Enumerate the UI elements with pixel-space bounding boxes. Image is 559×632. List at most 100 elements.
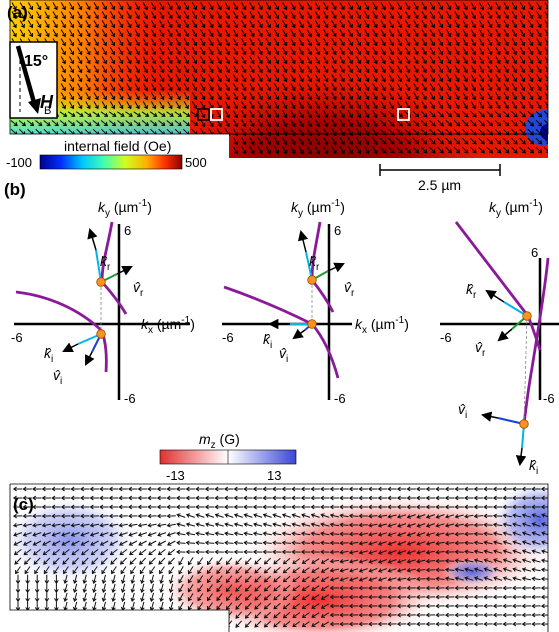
field-arrow-a [133,120,141,127]
field-arrow-c [358,531,368,537]
field-arrow-c [492,495,503,501]
field-arrow-c [243,504,253,510]
field-arrow-a [413,11,419,20]
field-arrow-a [396,137,403,145]
field-arrow-a [355,110,362,119]
field-arrow-a [265,65,271,74]
field-arrow-a [150,2,157,11]
field-arrow-a [478,83,485,92]
field-arrow-a [314,65,321,74]
field-arrow-a [101,11,107,20]
field-arrow-a [101,83,107,92]
field-arrow-c [281,549,292,555]
field-arrow-a [142,38,148,47]
field-arrow-c [92,574,97,584]
field-arrow-c [89,486,99,492]
field-arrow-a [347,65,353,74]
field-arrow-a [290,47,296,56]
field-arrow-a [159,47,165,56]
field-arrow-c [148,557,156,565]
field-arrow-c [187,593,194,602]
field-arrow-c [348,621,359,627]
field-arrow-a [495,101,501,110]
field-arrow-a [380,83,386,92]
field-arrow-c [368,621,378,627]
field-arrow-c [377,612,388,618]
field-arrow-c [531,585,541,591]
field-arrow-c [271,504,282,510]
svg-text:kx (µm-1): kx (µm-1) [141,315,195,336]
field-arrow-a [200,56,206,65]
field-arrow-c [82,574,88,584]
field-arrow-a [454,56,460,65]
field-arrow-a [380,29,386,38]
field-arrow-a [298,11,304,20]
field-arrow-a [200,47,206,56]
field-arrow-a [150,47,157,56]
field-arrow-a [364,92,370,101]
mz-colorbar-title: m [199,431,211,447]
field-arrow-a [208,2,214,11]
field-arrow-c [149,566,156,575]
field-arrow-a [290,2,296,11]
kr-label-2: k̂ [309,253,317,269]
field-arrow-c [348,594,359,600]
field-arrow-a [396,11,403,20]
field-arrow-c [243,549,253,555]
field-arrow-c [521,576,532,581]
field-arrow-a [347,74,353,83]
field-arrow-a [208,56,214,65]
field-arrow-a [249,56,255,65]
field-arrow-c [406,612,416,618]
field-arrow-a [314,146,321,155]
field-arrow-c [512,513,522,518]
field-arrow-c [531,576,541,582]
field-arrow-a [126,92,132,101]
field-arrow-a [118,83,124,92]
field-arrow-a [224,74,230,83]
field-arrow-c [492,612,503,618]
field-arrow-c [32,540,42,546]
field-arrow-a [298,92,304,101]
field-arrow-c [348,550,359,555]
field-arrow-c [140,592,145,602]
field-arrow-a [339,11,345,20]
field-arrow-a [175,38,181,47]
field-arrow-c [339,559,349,564]
field-arrow-a [380,92,386,101]
field-arrow-a [396,47,403,56]
field-arrow-a [183,101,189,110]
field-arrow-a [429,92,435,101]
field-arrow-c [425,621,436,627]
field-symbol: H [40,92,54,112]
field-arrow-c [120,592,126,602]
field-arrow-c [473,612,484,618]
field-arrow-c [137,486,147,492]
tick-6-y-3: 6 [531,245,538,260]
field-arrow-a [511,2,517,11]
field-arrow-c [521,504,532,510]
field-arrow-a [339,101,345,110]
field-arrow-a [544,83,548,92]
field-arrow-a [355,11,362,20]
field-arrow-c [435,504,445,510]
field-arrow-c [118,532,128,537]
field-arrow-c [147,532,157,537]
field-arrow-c [282,611,291,619]
field-arrow-a [298,65,304,74]
field-arrow-a [372,83,378,92]
field-arrow-c [531,522,541,527]
field-arrow-c [101,592,107,602]
field-arrow-a [323,101,329,110]
field-arrow-c [214,540,224,546]
field-arrow-a [273,101,280,110]
panel-c: (c) [9,483,549,632]
field-arrow-a [134,11,140,20]
field-arrow-a [495,74,501,83]
field-arrow-a [331,11,337,20]
field-arrow-c [301,558,310,564]
field-arrow-a [298,101,304,110]
field-arrow-c [300,504,311,510]
field-arrow-c [41,532,51,537]
field-arrow-a [93,47,99,56]
